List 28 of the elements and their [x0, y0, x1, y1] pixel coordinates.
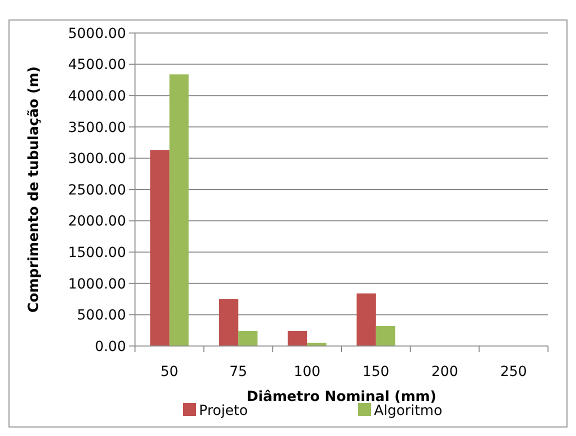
bar — [238, 330, 258, 346]
x-axis-title: Diâmetro Nominal (mm) — [246, 389, 436, 405]
y-tick-label: 4000.00 — [68, 88, 126, 104]
x-tick-label: 100 — [294, 364, 320, 380]
x-tick-label: 75 — [229, 364, 248, 380]
y-tick-label: 5000.00 — [68, 26, 126, 42]
x-tick-label: 250 — [500, 364, 527, 380]
y-tick-label: 3500.00 — [68, 120, 126, 136]
y-tick-label: 3000.00 — [68, 151, 126, 168]
bar — [218, 299, 238, 346]
y-tick-label: 4500.00 — [68, 57, 126, 74]
bar — [356, 293, 376, 346]
y-tick-label: 1500.00 — [68, 245, 126, 261]
x-tick-label: 50 — [160, 364, 178, 380]
y-tick-label: 1000.00 — [68, 276, 126, 292]
y-tick-label: 2000.00 — [68, 214, 126, 230]
y-axis-title: Comprimento de tubulação (m) — [26, 66, 42, 313]
x-tick-label: 150 — [362, 364, 390, 380]
bar — [288, 330, 308, 346]
y-tick-label: 2500.00 — [68, 182, 126, 198]
legend-label: Algoritmo — [374, 402, 442, 419]
y-tick-label: 0.00 — [94, 338, 126, 355]
x-tick-label: 200 — [431, 364, 458, 380]
legend-label: Projeto — [199, 402, 248, 419]
y-tick-label: 500.00 — [77, 308, 126, 324]
bar — [376, 326, 396, 346]
bar — [150, 150, 170, 346]
bar — [169, 74, 189, 346]
